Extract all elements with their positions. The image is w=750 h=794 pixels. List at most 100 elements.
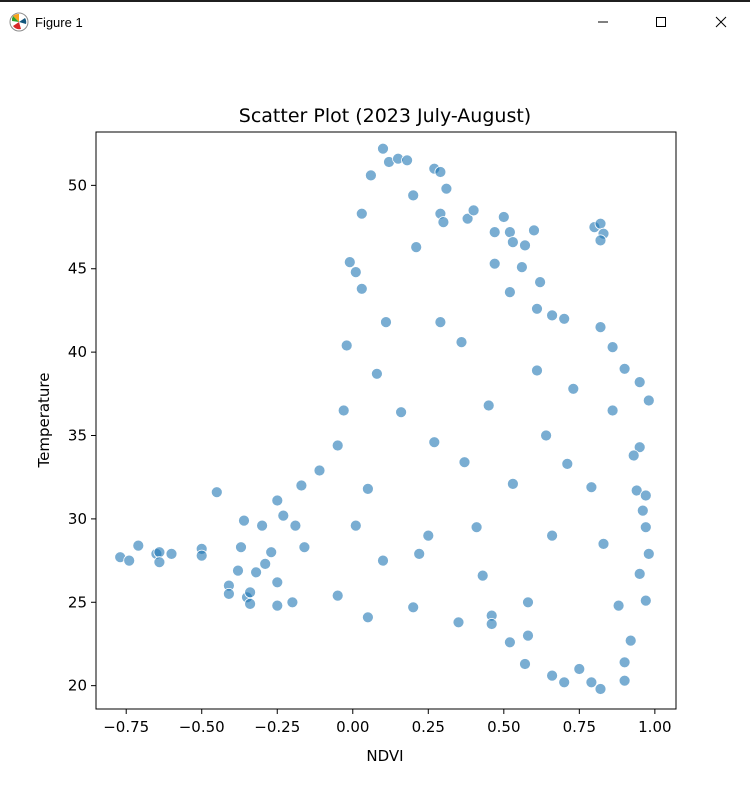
data-point — [470, 521, 483, 534]
data-point — [488, 257, 501, 270]
data-point — [507, 236, 519, 249]
data-point — [519, 658, 531, 670]
scatter-points — [114, 142, 655, 695]
data-point — [546, 309, 558, 322]
y-axis-label: Temperature — [35, 372, 53, 468]
data-point — [594, 217, 607, 230]
x-tick-label: 0.25 — [412, 718, 445, 736]
x-tick-label: −0.50 — [179, 718, 225, 736]
data-point — [407, 189, 420, 202]
data-point — [458, 456, 471, 469]
data-point — [594, 234, 607, 247]
data-point — [298, 541, 311, 554]
data-point — [337, 404, 350, 417]
data-point — [407, 601, 420, 614]
data-point — [222, 588, 235, 600]
data-point — [355, 207, 368, 220]
data-point — [286, 596, 299, 609]
data-point — [401, 154, 414, 167]
data-point — [467, 204, 480, 217]
data-point — [428, 436, 441, 449]
data-point — [410, 241, 423, 254]
data-point — [377, 142, 389, 155]
data-point — [195, 549, 208, 562]
y-tick-label: 40 — [68, 343, 87, 361]
data-point — [440, 182, 453, 195]
data-point — [123, 554, 136, 567]
data-point — [289, 519, 302, 532]
y-tick-label: 20 — [68, 677, 87, 695]
maximize-button[interactable] — [632, 2, 690, 42]
y-axis-ticks: 20 25 30 35 40 45 50 — [68, 176, 96, 695]
data-point — [639, 594, 652, 607]
data-point — [232, 564, 244, 577]
data-point — [340, 339, 353, 352]
close-icon — [715, 16, 727, 28]
data-point — [573, 663, 586, 675]
minimize-button[interactable] — [574, 2, 632, 42]
data-point — [482, 399, 495, 412]
x-axis-label: NDVI — [366, 747, 403, 765]
data-point — [331, 589, 344, 602]
data-point — [132, 539, 145, 552]
data-point — [364, 169, 377, 182]
data-point — [331, 439, 344, 452]
matplotlib-figure-icon — [9, 12, 29, 32]
data-point — [639, 489, 652, 502]
data-point — [594, 321, 607, 334]
data-point — [271, 494, 284, 507]
data-point — [534, 276, 546, 289]
x-axis-ticks: −0.75 −0.50 −0.25 0.00 0.25 0.50 0.75 1.00 — [103, 709, 672, 736]
data-point — [585, 481, 598, 494]
data-point — [630, 484, 643, 497]
data-point — [343, 256, 356, 269]
data-point — [612, 599, 625, 612]
data-point — [618, 656, 631, 669]
y-tick-label: 30 — [68, 510, 87, 528]
title-bar: Figure 1 — [0, 2, 750, 42]
data-point — [567, 382, 580, 395]
data-point — [153, 546, 166, 559]
data-point — [642, 547, 655, 560]
chart-title: Scatter Plot (2023 July-August) — [239, 105, 531, 127]
data-point — [633, 441, 646, 454]
data-point — [235, 541, 247, 554]
data-point — [259, 558, 272, 570]
data-point — [558, 312, 571, 325]
data-point — [377, 554, 389, 567]
data-point — [531, 364, 543, 377]
data-point — [561, 457, 574, 470]
data-point — [585, 676, 598, 689]
data-point — [507, 477, 519, 490]
y-tick-label: 50 — [68, 176, 87, 194]
x-tick-label: 0.50 — [487, 718, 520, 736]
data-point — [503, 286, 516, 299]
close-button[interactable] — [692, 2, 750, 42]
data-point — [528, 224, 540, 237]
data-point — [639, 521, 652, 534]
data-point — [485, 618, 498, 630]
y-tick-label: 45 — [68, 260, 87, 278]
data-point — [434, 166, 447, 178]
data-point — [633, 376, 646, 389]
x-tick-label: 1.00 — [638, 718, 671, 736]
data-point — [210, 486, 223, 499]
data-point — [271, 576, 284, 589]
data-point — [153, 556, 166, 569]
data-point — [633, 568, 646, 580]
data-point — [271, 599, 284, 612]
scatter-chart: Scatter Plot (2023 July-August) −0.75 −0.… — [35, 105, 677, 765]
data-point — [413, 547, 426, 560]
data-point — [606, 404, 619, 417]
data-point — [624, 634, 637, 647]
minimize-icon — [598, 21, 608, 23]
data-point — [238, 514, 250, 527]
data-point — [395, 406, 408, 419]
data-point — [434, 316, 447, 329]
data-point — [522, 629, 534, 642]
figure-canvas: Scatter Plot (2023 July-August) −0.75 −0.… — [0, 42, 750, 790]
data-point — [503, 636, 516, 649]
data-point — [636, 504, 649, 517]
data-point — [522, 596, 534, 609]
